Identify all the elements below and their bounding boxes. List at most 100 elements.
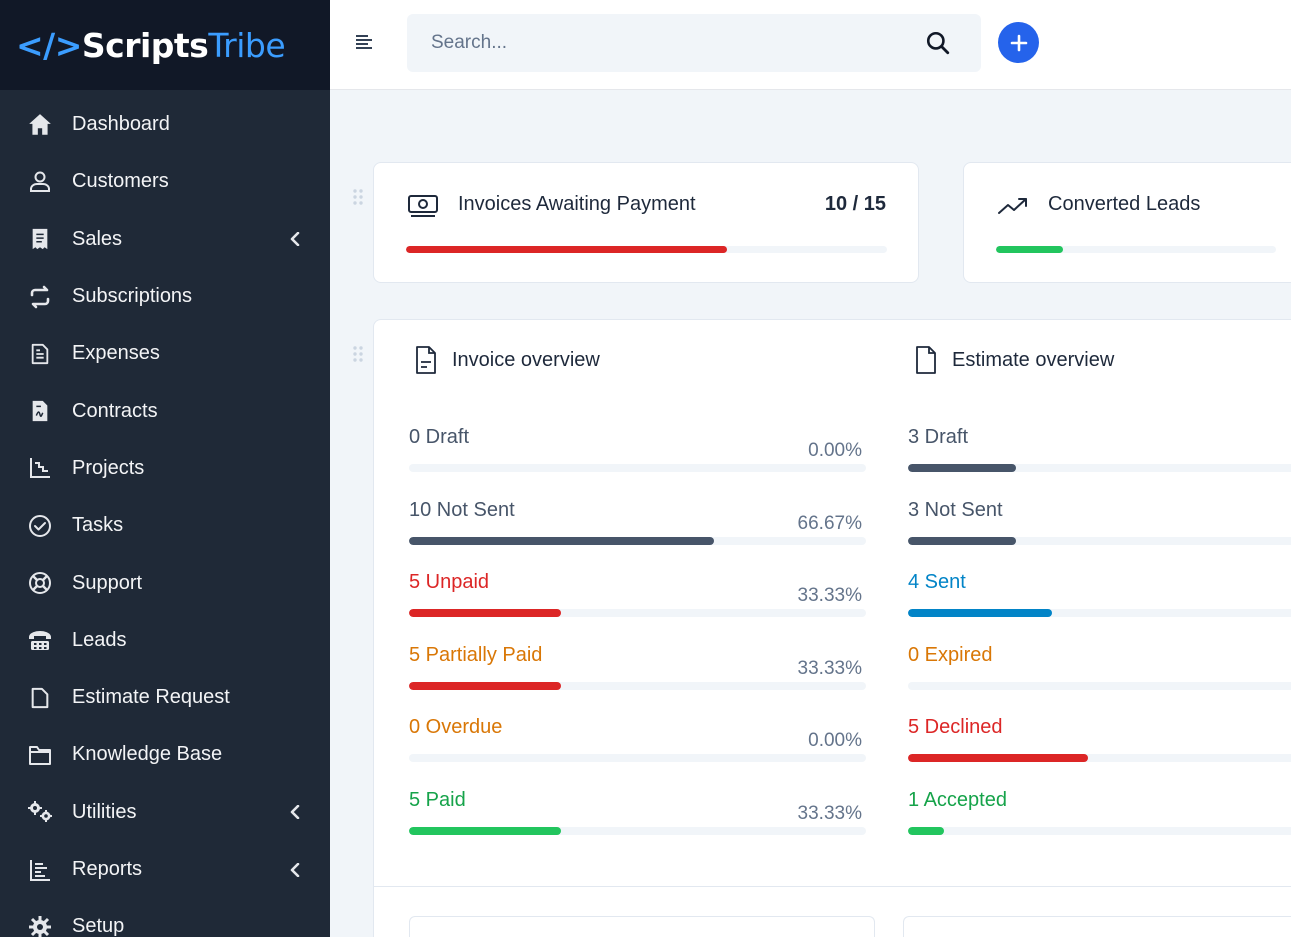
sidebar-item-subscriptions[interactable]: Subscriptions: [0, 268, 330, 325]
estimate-overview-row[interactable]: 4 Sent: [908, 571, 1291, 631]
status-label: 5 Declined: [908, 716, 1003, 739]
sidebar-item-customers[interactable]: Customers: [0, 153, 330, 210]
menu-toggle-icon[interactable]: [354, 33, 376, 55]
invoices-awaiting-value: 10 / 15: [825, 193, 886, 216]
sidebar-item-dashboard[interactable]: Dashboard: [0, 96, 330, 153]
topbar: [330, 0, 1291, 90]
home-icon: [26, 111, 54, 139]
sidebar-item-setup[interactable]: Setup: [0, 898, 330, 937]
sidebar-item-label: Support: [72, 572, 142, 595]
sidebar-item-label: Projects: [72, 457, 144, 480]
status-progress-track: [908, 754, 1291, 762]
check-circle-icon: [26, 512, 54, 540]
search-input[interactable]: [407, 14, 887, 72]
contract-icon: [26, 397, 54, 425]
logo-tribe: Tribe: [208, 26, 285, 65]
status-progress-fill: [908, 464, 1016, 472]
status-progress-track: [908, 537, 1291, 545]
converted-leads-card: Converted Leads: [963, 162, 1291, 283]
invoice-overview-row[interactable]: 10 Not Sent 66.67%: [409, 499, 866, 559]
status-label: 5 Paid: [409, 789, 466, 812]
drag-handle-icon[interactable]: [351, 188, 365, 206]
chevron-left-icon[interactable]: [288, 805, 302, 819]
status-label: 4 Sent: [908, 571, 966, 594]
invoice-overview-row[interactable]: 5 Paid 33.33%: [409, 789, 866, 849]
logo-scripts: Scripts: [82, 26, 208, 65]
chevron-left-icon[interactable]: [288, 232, 302, 246]
sidebar-item-label: Knowledge Base: [72, 743, 222, 766]
sidebar-item-estimate-request[interactable]: Estimate Request: [0, 669, 330, 726]
past-due-invoices-card: [903, 916, 1291, 937]
sidebar-nav: Dashboard Customers Sales Subscriptions Expe…: [0, 90, 330, 937]
status-progress-track: [908, 464, 1291, 472]
logo[interactable]: </> Scripts Tribe: [16, 26, 285, 65]
status-progress-track: [409, 537, 866, 545]
status-progress-fill: [908, 609, 1052, 617]
invoices-progress-track: [406, 246, 887, 253]
money-icon: [407, 193, 439, 219]
converted-leads-title: Converted Leads: [1048, 193, 1200, 216]
estimate-overview-row[interactable]: 3 Not Sent: [908, 499, 1291, 559]
sidebar-item-label: Tasks: [72, 514, 123, 537]
invoice-overview-row[interactable]: 0 Draft 0.00%: [409, 426, 866, 486]
status-label: 5 Partially Paid: [409, 644, 542, 667]
gears-icon: [26, 798, 54, 826]
status-progress-track: [409, 609, 866, 617]
sidebar: </> Scripts Tribe Dashboard Customers Sales S…: [0, 0, 330, 937]
invoices-awaiting-card: Invoices Awaiting Payment 10 / 15: [373, 162, 919, 283]
divider: [374, 886, 1291, 887]
document-icon: [26, 684, 54, 712]
file-text-icon: [26, 340, 54, 368]
estimate-overview-title: Estimate overview: [952, 349, 1114, 372]
sidebar-item-sales[interactable]: Sales: [0, 211, 330, 268]
sidebar-item-label: Expenses: [72, 342, 160, 365]
sidebar-item-expenses[interactable]: Expenses: [0, 325, 330, 382]
invoice-overview-row[interactable]: 5 Partially Paid 33.33%: [409, 644, 866, 704]
chevron-left-icon[interactable]: [288, 863, 302, 877]
sidebar-item-utilities[interactable]: Utilities: [0, 784, 330, 841]
status-progress-track: [409, 464, 866, 472]
estimate-overview-row[interactable]: 3 Draft: [908, 426, 1291, 486]
sidebar-item-label: Contracts: [72, 400, 158, 423]
trending-up-icon: [996, 195, 1030, 219]
logo-code-mark: </>: [16, 26, 82, 65]
status-progress-track: [409, 754, 866, 762]
status-label: 10 Not Sent: [409, 499, 515, 522]
sidebar-item-contracts[interactable]: Contracts: [0, 382, 330, 439]
sidebar-item-support[interactable]: Support: [0, 554, 330, 611]
sidebar-item-label: Dashboard: [72, 113, 170, 136]
status-progress-fill: [409, 682, 561, 690]
estimate-overview-row[interactable]: 5 Declined: [908, 716, 1291, 776]
sidebar-item-reports[interactable]: Reports: [0, 841, 330, 898]
add-button[interactable]: [998, 22, 1039, 63]
drag-handle-icon[interactable]: [351, 345, 365, 363]
sidebar-item-knowledge-base[interactable]: Knowledge Base: [0, 726, 330, 783]
invoice-overview-row[interactable]: 0 Overdue 0.00%: [409, 716, 866, 776]
status-label: 0 Overdue: [409, 716, 502, 739]
receipt-icon: [26, 225, 54, 253]
status-progress-fill: [908, 827, 944, 835]
status-percent: 33.33%: [798, 803, 862, 825]
status-progress-fill: [409, 537, 714, 545]
sidebar-item-label: Leads: [72, 629, 127, 652]
repeat-icon: [26, 283, 54, 311]
status-progress-track: [409, 682, 866, 690]
chart-steps-icon: [26, 454, 54, 482]
sidebar-item-projects[interactable]: Projects: [0, 440, 330, 497]
invoice-overview-row[interactable]: 5 Unpaid 33.33%: [409, 571, 866, 631]
invoices-progress-fill: [406, 246, 727, 253]
search-icon[interactable]: [925, 30, 951, 56]
overview-card: Invoice overview Estimate overview 0 Dra…: [373, 319, 1291, 937]
status-label: 1 Accepted: [908, 789, 1007, 812]
folder-icon: [26, 741, 54, 769]
estimate-overview-row[interactable]: 1 Accepted: [908, 789, 1291, 849]
invoices-awaiting-title: Invoices Awaiting Payment: [458, 193, 696, 216]
estimate-overview-row[interactable]: 0 Expired: [908, 644, 1291, 704]
estimate-file-icon: [914, 345, 938, 375]
bar-list-icon: [26, 856, 54, 884]
sidebar-item-tasks[interactable]: Tasks: [0, 497, 330, 554]
leads-progress-fill: [996, 246, 1063, 253]
invoice-overview-title: Invoice overview: [452, 349, 600, 372]
gear-icon: [26, 913, 54, 937]
sidebar-item-leads[interactable]: Leads: [0, 612, 330, 669]
